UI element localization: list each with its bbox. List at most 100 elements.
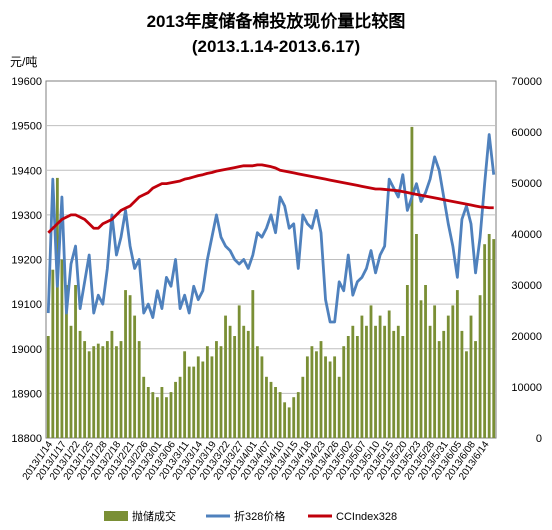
bar	[301, 376, 305, 438]
bar	[383, 325, 387, 438]
bar	[60, 259, 64, 438]
legend: 抛储成交 折328价格 CCIndex328	[104, 509, 397, 523]
bar	[287, 407, 291, 438]
bar	[465, 351, 468, 438]
chart-subtitle: (2013.1.14-2013.6.17)	[192, 37, 360, 56]
bar	[137, 341, 141, 438]
chart-title: 2013年度储备棉投放现价量比较图	[147, 11, 406, 31]
bar	[396, 325, 400, 438]
bar	[446, 315, 450, 438]
y-left-tick-label: 19100	[11, 299, 42, 311]
bar	[260, 356, 264, 438]
bar	[160, 387, 164, 438]
bar	[110, 330, 114, 438]
bar	[278, 392, 282, 438]
bar	[319, 341, 323, 438]
y-right-tick-label: 20000	[511, 331, 542, 343]
bar	[378, 315, 382, 438]
bar	[101, 346, 105, 438]
bar	[105, 341, 109, 438]
legend-label: 折328价格	[234, 509, 285, 523]
y-right-tick-label: 70000	[511, 76, 542, 88]
bar	[283, 402, 287, 438]
legend-label: 抛储成交	[132, 509, 176, 523]
bar	[183, 351, 187, 438]
legend-swatch-bar	[104, 511, 128, 521]
bar	[46, 336, 50, 438]
bar	[92, 346, 96, 438]
bar	[415, 234, 418, 438]
legend-label: CCIndex328	[336, 511, 397, 523]
bar	[55, 177, 59, 438]
bar	[174, 381, 177, 438]
bar-series	[46, 126, 496, 439]
bar	[169, 392, 173, 438]
x-tick-labels: 2013/1/142013/1/172013/1/222013/1/252013…	[21, 439, 492, 482]
bar	[483, 244, 487, 438]
y-right-tick-label: 60000	[511, 127, 542, 139]
y-right-tick-label: 30000	[511, 280, 542, 292]
bar	[333, 356, 337, 438]
bar	[410, 126, 414, 439]
bar	[178, 376, 182, 438]
bar	[310, 346, 314, 438]
y-left-tick-label: 19500	[11, 121, 42, 133]
bar	[51, 269, 55, 438]
bar	[387, 310, 391, 438]
y-left-tick-label: 19600	[11, 76, 42, 88]
bar	[328, 361, 332, 438]
bar	[146, 387, 150, 438]
bar	[246, 330, 250, 438]
bar	[392, 330, 396, 438]
bar	[305, 356, 309, 438]
bar	[74, 285, 77, 438]
line-series	[46, 133, 496, 324]
bar	[292, 397, 296, 438]
bar	[237, 305, 241, 438]
bar	[78, 330, 82, 438]
bar	[369, 305, 373, 438]
y-left-unit: 元/吨	[10, 55, 37, 69]
y-right-tick-label: 10000	[511, 382, 542, 394]
bar	[428, 325, 432, 438]
bar	[342, 346, 346, 438]
y-left-tick-label: 19400	[11, 165, 42, 177]
bar	[433, 305, 437, 438]
bar	[115, 346, 118, 438]
y-left-tick-label: 18900	[11, 388, 42, 400]
bar	[155, 397, 159, 438]
bar	[192, 366, 196, 438]
bar	[374, 325, 377, 438]
y-right-tick-label: 40000	[511, 229, 542, 241]
bar	[274, 387, 277, 438]
y-left-tick-labels: 19600 19500 19400 19300 19200 19100 19000 18900…	[11, 76, 42, 445]
bar	[65, 285, 68, 438]
bar	[455, 290, 459, 438]
bar	[251, 290, 255, 438]
bar	[196, 356, 200, 438]
bar	[487, 234, 491, 438]
y-left-tick-label: 19000	[11, 344, 42, 356]
bar	[492, 239, 496, 438]
bar	[224, 315, 227, 438]
bar	[142, 376, 146, 438]
series-line-ccindex	[47, 163, 494, 234]
bar	[296, 392, 300, 438]
bar	[87, 351, 91, 438]
bar	[269, 381, 273, 438]
bar	[201, 361, 205, 438]
bar	[351, 325, 355, 438]
bar	[401, 336, 405, 438]
bar	[119, 341, 123, 438]
bar	[219, 346, 223, 438]
bar	[315, 351, 318, 438]
bar	[360, 315, 364, 438]
bar	[210, 356, 214, 438]
bar	[442, 330, 446, 438]
bar	[324, 356, 327, 438]
bar	[437, 341, 441, 438]
bar	[346, 336, 350, 438]
bar	[96, 343, 100, 438]
bar	[124, 290, 127, 438]
